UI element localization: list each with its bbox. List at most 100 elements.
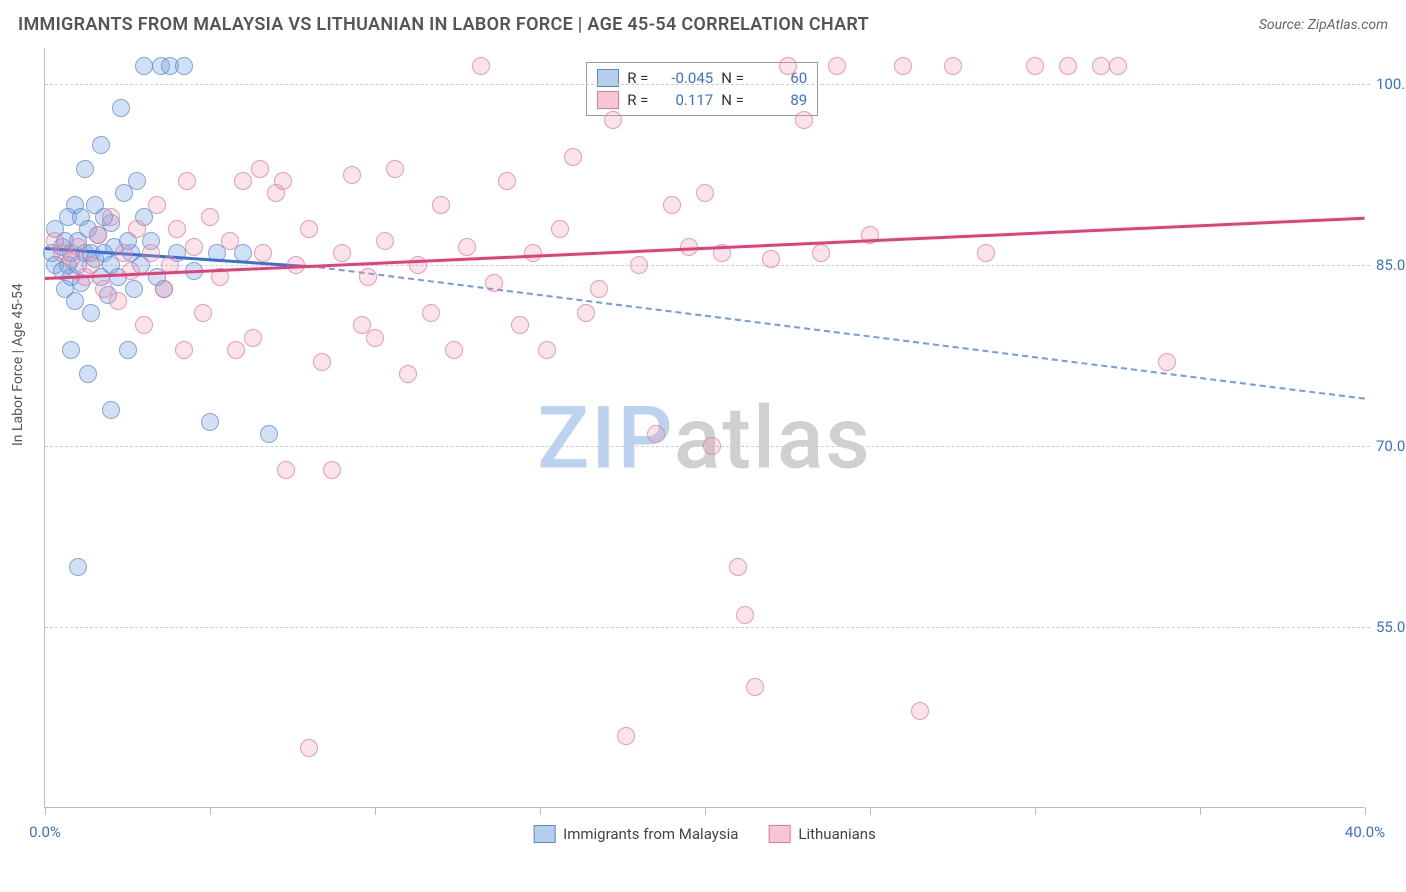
data-point-lithuanians [551,220,569,238]
data-point-lithuanians [102,208,120,226]
data-point-malaysia [135,57,153,75]
data-point-lithuanians [194,304,212,322]
data-point-lithuanians [128,220,146,238]
data-point-lithuanians [696,184,714,202]
x-tick [1200,807,1201,815]
data-point-lithuanians [564,148,582,166]
data-point-lithuanians [795,111,813,129]
data-point-lithuanians [894,57,912,75]
data-point-lithuanians [630,256,648,274]
data-point-malaysia [82,304,100,322]
data-point-lithuanians [663,196,681,214]
data-point-lithuanians [234,172,252,190]
x-tick [540,807,541,815]
x-tick [1035,807,1036,815]
data-point-lithuanians [944,57,962,75]
legend-item: Lithuanians [768,825,875,843]
data-point-malaysia [62,341,80,359]
legend-item: Immigrants from Malaysia [533,825,738,843]
grid-line [45,627,1370,628]
data-point-lithuanians [617,727,635,745]
legend-correlation-row: R =0.117N =89 [597,89,807,111]
legend-swatch [597,91,619,109]
data-point-lithuanians [432,196,450,214]
data-point-lithuanians [746,678,764,696]
data-point-lithuanians [313,353,331,371]
data-point-lithuanians [155,280,173,298]
data-point-lithuanians [227,341,245,359]
y-tick-label: 85.0% [1376,256,1406,274]
data-point-lithuanians [300,739,318,757]
data-point-malaysia [66,292,84,310]
data-point-lithuanians [122,262,140,280]
data-point-lithuanians [300,220,318,238]
y-tick-label: 70.0% [1376,437,1406,455]
data-point-lithuanians [524,244,542,262]
watermark-suffix: atlas [674,387,872,488]
data-point-lithuanians [175,341,193,359]
data-point-lithuanians [828,57,846,75]
data-point-lithuanians [244,329,262,347]
data-point-lithuanians [736,606,754,624]
data-point-lithuanians [399,365,417,383]
data-point-lithuanians [323,461,341,479]
x-tick-label: 0.0% [29,823,61,841]
legend-n-label: N = [721,67,749,89]
y-tick-label: 55.0% [1376,618,1406,636]
data-point-lithuanians [729,558,747,576]
x-tick [210,807,211,815]
data-point-lithuanians [779,57,797,75]
legend-r-label: R = [627,67,655,89]
data-point-lithuanians [703,437,721,455]
data-point-lithuanians [366,329,384,347]
data-point-lithuanians [115,244,133,262]
data-point-malaysia [69,558,87,576]
chart-title: IMMIGRANTS FROM MALAYSIA VS LITHUANIAN I… [18,14,869,35]
trend-line [309,265,1365,400]
x-tick [375,807,376,815]
data-point-lithuanians [221,232,239,250]
data-point-lithuanians [445,341,463,359]
plot-area: ZIPatlas R =-0.045N =60R =0.117N =89 Imm… [44,48,1364,808]
data-point-lithuanians [69,238,87,256]
data-point-malaysia [201,413,219,431]
legend-n-value: 89 [757,89,807,111]
legend-swatch [768,825,790,843]
data-point-lithuanians [472,57,490,75]
grid-line [45,84,1370,85]
data-point-lithuanians [148,196,166,214]
data-point-lithuanians [386,160,404,178]
data-point-lithuanians [1092,57,1110,75]
data-point-lithuanians [458,238,476,256]
legend-n-label: N = [721,89,749,111]
data-point-lithuanians [109,292,127,310]
data-point-lithuanians [201,208,219,226]
legend-r-label: R = [627,89,655,111]
legend-correlation-row: R =-0.045N =60 [597,67,807,89]
data-point-lithuanians [485,274,503,292]
watermark: ZIPatlas [537,387,871,488]
data-point-lithuanians [274,172,292,190]
x-tick [870,807,871,815]
data-point-lithuanians [1026,57,1044,75]
data-point-lithuanians [178,172,196,190]
data-point-lithuanians [604,111,622,129]
data-point-lithuanians [333,244,351,262]
y-tick-label: 100.0% [1376,75,1406,93]
data-point-lithuanians [590,280,608,298]
data-point-malaysia [102,401,120,419]
data-point-malaysia [175,57,193,75]
data-point-lithuanians [1158,353,1176,371]
data-point-lithuanians [89,226,107,244]
data-point-malaysia [92,136,110,154]
legend-r-value: -0.045 [663,67,713,89]
data-point-malaysia [119,341,137,359]
data-point-lithuanians [647,425,665,443]
data-point-lithuanians [135,316,153,334]
data-point-malaysia [79,365,97,383]
x-tick-label: 40.0% [1345,823,1385,841]
data-point-lithuanians [376,232,394,250]
x-tick [45,807,46,815]
data-point-malaysia [112,99,130,117]
data-point-lithuanians [142,244,160,262]
